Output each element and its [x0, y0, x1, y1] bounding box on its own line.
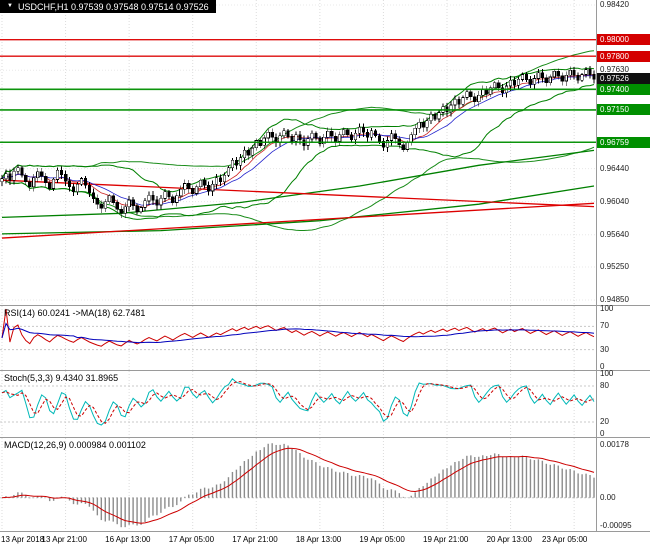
macd-label: MACD(12,26,9) 0.000984 0.001102: [4, 440, 146, 450]
macd-axis-label: -0.00095: [600, 521, 632, 530]
chart-dropdown-icon[interactable]: ▼: [7, 3, 13, 9]
price-level-badge: 0.97800: [597, 50, 650, 62]
price-tick-label: 0.96040: [600, 196, 629, 206]
rsi-indicator-panel[interactable]: [0, 306, 596, 370]
time-axis-label: 23 Apr 05:00: [542, 535, 588, 544]
panel-separator: [0, 531, 650, 532]
chart-title-bar[interactable]: ▼ USDCHF,H1 0.97539 0.97548 0.97514 0.97…: [0, 0, 216, 13]
price-tick-label: 0.96440: [600, 163, 629, 173]
stochastic-label: Stoch(5,3,3) 9.4340 31.8965: [4, 373, 119, 383]
stoch-axis-label: 20: [600, 417, 609, 426]
macd-indicator-panel[interactable]: [0, 438, 596, 531]
main-price-chart[interactable]: [0, 0, 596, 305]
stoch-axis-label: 0: [600, 429, 605, 438]
panel-separator[interactable]: [0, 305, 650, 306]
time-axis-label: 18 Apr 13:00: [295, 535, 342, 544]
stoch-axis-label: 80: [600, 381, 609, 390]
price-level-badge: 0.96759: [597, 136, 650, 148]
time-axis-label: 13 Apr 21:00: [41, 535, 87, 544]
time-axis-label: 16 Apr 13:00: [105, 535, 151, 544]
price-axis[interactable]: 0.98420 0.97630 0.96440 0.96040 0.95640 0.952…: [597, 0, 650, 532]
rsi-axis-label: 0: [600, 362, 605, 371]
macd-axis-label: 0.00178: [600, 440, 629, 449]
price-tick-label: 0.95640: [600, 229, 629, 239]
panel-separator[interactable]: [0, 370, 650, 371]
price-level-badge: 0.97150: [597, 104, 650, 116]
rsi-axis-label: 100: [600, 304, 614, 313]
time-axis-label: 19 Apr 21:00: [423, 535, 469, 544]
price-level-badge: 0.98000: [597, 34, 650, 46]
panel-separator[interactable]: [0, 437, 650, 438]
price-tick-label: 0.97630: [600, 65, 629, 75]
time-axis-label: 17 Apr 05:00: [168, 535, 215, 544]
price-tick-label: 0.94850: [600, 295, 629, 305]
time-axis-label: 20 Apr 13:00: [486, 535, 532, 544]
time-axis-label: 19 Apr 05:00: [359, 535, 405, 544]
price-level-badge: 0.97400: [597, 83, 650, 95]
time-axis[interactable]: 13 Apr 2018 13 Apr 21:00 16 Apr 13:00 17 Ap…: [0, 532, 650, 550]
price-axis-border: [596, 0, 597, 532]
rsi-label: RSI(14) 60.0241 ->MA(18) 62.7481: [4, 308, 146, 318]
time-axis-label: 13 Apr 2018: [1, 535, 45, 544]
price-tick-label: 0.95250: [600, 261, 629, 271]
chart-title: USDCHF,H1 0.97539 0.97548 0.97514 0.9752…: [17, 1, 209, 12]
rsi-axis-label: 70: [600, 321, 609, 331]
stoch-axis-label: 100: [600, 369, 614, 378]
macd-axis-label: 0.00: [600, 492, 616, 502]
time-axis-label: 17 Apr 21:00: [232, 535, 278, 544]
price-level-badge: 0.97526: [597, 73, 650, 85]
rsi-axis-label: 30: [600, 344, 609, 354]
price-tick-label: 0.98420: [600, 0, 629, 9]
stochastic-indicator-panel[interactable]: [0, 371, 596, 437]
